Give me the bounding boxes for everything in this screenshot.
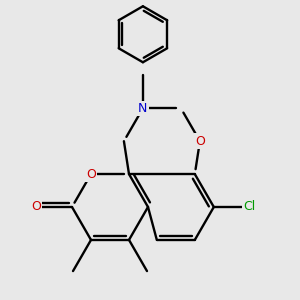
- Text: Cl: Cl: [244, 200, 256, 214]
- Text: O: O: [86, 168, 96, 181]
- Text: N: N: [138, 102, 148, 115]
- Text: O: O: [195, 135, 205, 148]
- Text: O: O: [31, 200, 41, 214]
